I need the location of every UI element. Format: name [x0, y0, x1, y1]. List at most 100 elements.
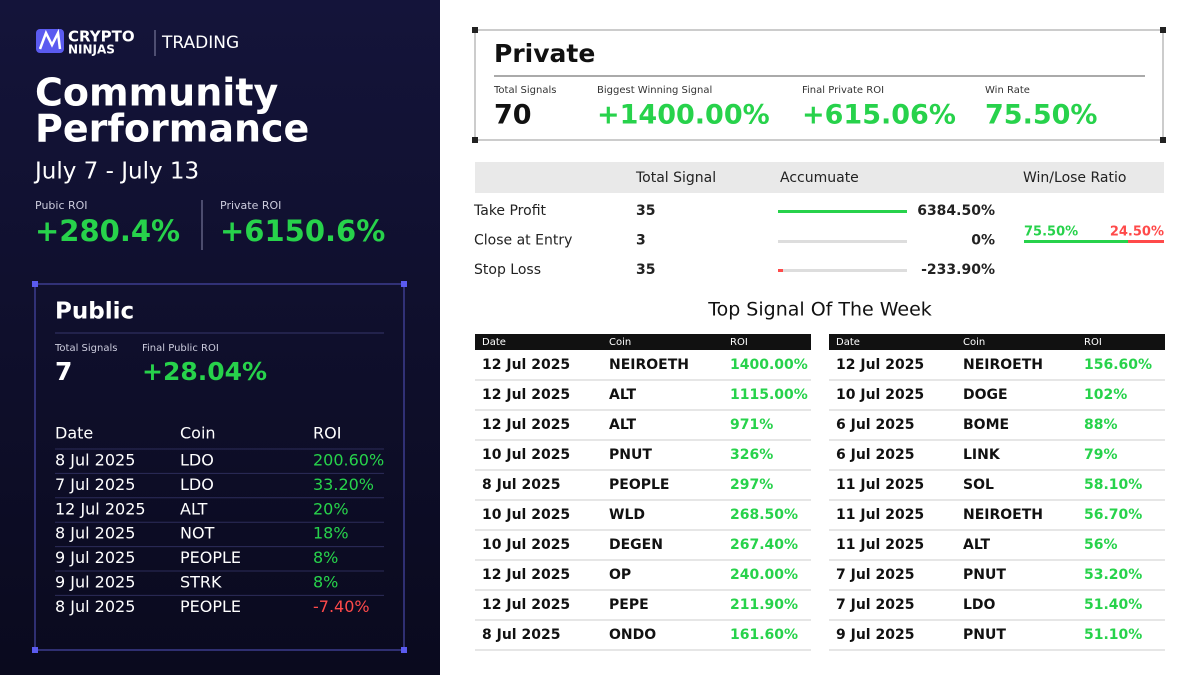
stat-label: Total Signals — [54, 343, 117, 354]
column-header: ROI — [313, 424, 341, 443]
cell: STRK — [180, 573, 222, 592]
cell: 12 Jul 2025 — [482, 387, 570, 403]
cell: 10 Jul 2025 — [482, 537, 570, 553]
cell: 6384.50% — [917, 203, 995, 219]
row-label: Take Profit — [473, 203, 547, 219]
cell: 211.90% — [730, 597, 798, 613]
cell: 102% — [1084, 387, 1127, 403]
cell: PEOPLE — [609, 477, 669, 493]
cell: 8% — [313, 548, 338, 567]
cell: 20% — [313, 499, 349, 518]
cell: ALT — [963, 537, 990, 553]
cell: 3 — [636, 233, 646, 249]
section: TRADING — [161, 33, 239, 53]
cell: PNUT — [963, 567, 1006, 583]
column-header: ROI — [1084, 337, 1102, 348]
cell: 11 Jul 2025 — [836, 507, 924, 523]
cell: DEGEN — [609, 537, 663, 553]
title: Community — [35, 71, 278, 115]
row-label: Stop Loss — [474, 262, 541, 278]
cell: 8 Jul 2025 — [55, 451, 135, 470]
column-header: Coin — [963, 337, 985, 348]
cell: 0% — [971, 233, 995, 249]
cell: 971% — [730, 417, 773, 433]
cell: 8 Jul 2025 — [482, 477, 560, 493]
cell: ONDO — [609, 627, 656, 643]
column-header: Date — [836, 337, 860, 348]
left-panel — [0, 0, 440, 675]
cell: 10 Jul 2025 — [482, 507, 570, 523]
summary-label: Private ROI — [220, 199, 281, 212]
cell: ALT — [609, 387, 636, 403]
cell: 79% — [1084, 447, 1118, 463]
stat-value: +28.04% — [142, 357, 267, 386]
cell: 11 Jul 2025 — [836, 537, 924, 553]
cell: NEIROETH — [609, 357, 689, 373]
summary-value: +6150.6% — [220, 214, 385, 248]
column-header: Date — [482, 337, 506, 348]
cell: 53.20% — [1084, 567, 1142, 583]
cell: 200.60% — [313, 451, 384, 470]
cell: 51.10% — [1084, 627, 1142, 643]
outcomes-header — [475, 162, 1164, 193]
cell: 267.40% — [730, 537, 798, 553]
cell: 7 Jul 2025 — [55, 475, 135, 494]
cell: OP — [609, 567, 631, 583]
cell: 6 Jul 2025 — [836, 447, 914, 463]
cell: -233.90% — [921, 262, 995, 278]
box-corners — [32, 281, 407, 653]
cell: NEIROETH — [963, 507, 1043, 523]
column-header: Win/Lose Ratio — [1023, 170, 1126, 186]
cell: 12 Jul 2025 — [836, 357, 924, 373]
cell: LDO — [180, 451, 214, 470]
cell: PNUT — [609, 447, 652, 463]
summary-value: +280.4% — [35, 214, 180, 248]
top-title: Top Signal Of The Week — [707, 299, 932, 321]
cell: 8 Jul 2025 — [482, 627, 560, 643]
cell: LDO — [180, 475, 214, 494]
cell: WLD — [609, 507, 645, 523]
cell: 58.10% — [1084, 477, 1142, 493]
cell: 8% — [313, 573, 338, 592]
cell: 9 Jul 2025 — [836, 627, 914, 643]
cell: 56% — [1084, 537, 1118, 553]
public-title: Public — [55, 299, 134, 325]
win-ratio: 75.50% — [1024, 225, 1078, 240]
cell: -7.40% — [313, 597, 370, 616]
title: Performance — [35, 107, 309, 151]
stat-label: Final Public ROI — [142, 343, 219, 354]
cell: 33.20% — [313, 475, 374, 494]
table-header — [475, 334, 811, 350]
summary-label: Pubic ROI — [35, 199, 88, 212]
cell: 12 Jul 2025 — [482, 357, 570, 373]
cell: 8 Jul 2025 — [55, 597, 135, 616]
cell: 297% — [730, 477, 773, 493]
cell: 11 Jul 2025 — [836, 477, 924, 493]
cell: 12 Jul 2025 — [482, 567, 570, 583]
cell: LDO — [963, 597, 996, 613]
brand-sub: NINJAS — [68, 43, 115, 57]
box-corners — [472, 27, 1166, 143]
column-header: Total Signal — [635, 170, 716, 186]
logo-icon — [36, 28, 64, 53]
cell: 12 Jul 2025 — [55, 499, 146, 518]
cell: 326% — [730, 447, 773, 463]
cell: 35 — [636, 262, 655, 278]
cell: 268.50% — [730, 507, 798, 523]
stat-value: 7 — [55, 357, 72, 386]
cell: 12 Jul 2025 — [482, 597, 570, 613]
cell: 56.70% — [1084, 507, 1142, 523]
cell: PEPE — [609, 597, 649, 613]
brand: CRYPTO — [68, 28, 135, 46]
cell: 10 Jul 2025 — [482, 447, 570, 463]
cell: 240.00% — [730, 567, 798, 583]
cell: 10 Jul 2025 — [836, 387, 924, 403]
cell: 88% — [1084, 417, 1118, 433]
cell: SOL — [963, 477, 994, 493]
cell: DOGE — [963, 387, 1008, 403]
cell: PNUT — [963, 627, 1006, 643]
cell: 51.40% — [1084, 597, 1142, 613]
cell: 35 — [636, 203, 655, 219]
cell: NEIROETH — [963, 357, 1043, 373]
